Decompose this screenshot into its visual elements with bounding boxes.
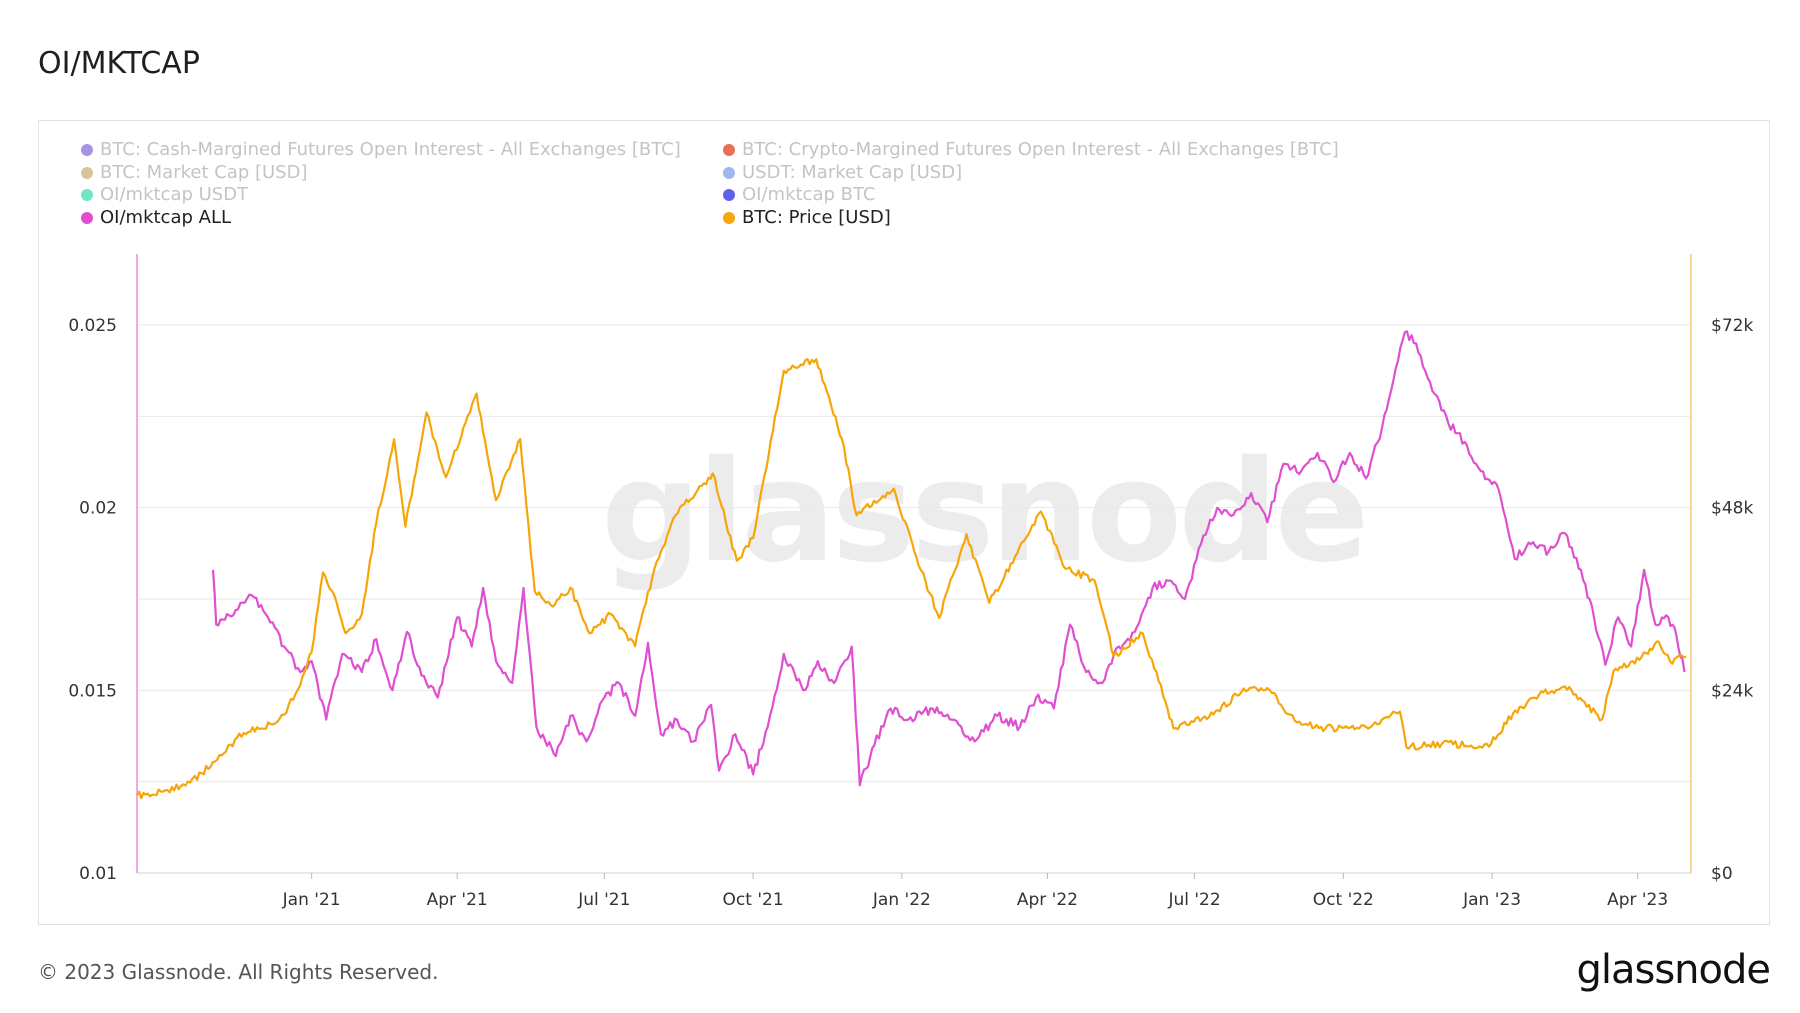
x-tick-label: Jan '23 [1462, 890, 1521, 910]
legend-color-dot [81, 189, 93, 201]
legend-label: BTC: Market Cap [USD] [100, 161, 308, 183]
y-left-tick-label: 0.01 [79, 864, 117, 884]
legend-item-usdt-market-cap-usd[interactable]: USDT: Market Cap [USD] [723, 162, 962, 184]
chart-legend: BTC: Cash-Margined Futures Open Interest… [81, 139, 1381, 235]
x-tick-label: Oct '21 [723, 890, 784, 910]
legend-item-btc-price-usd[interactable]: BTC: Price [USD] [723, 207, 891, 229]
legend-color-dot [723, 211, 735, 224]
chart-panel: BTC: Cash-Margined Futures Open Interest… [38, 120, 1770, 925]
legend-color-dot [81, 211, 93, 224]
legend-item-oi-mktcap-usdt[interactable]: OI/mktcap USDT [81, 184, 248, 206]
legend-item-btc-market-cap-usd[interactable]: BTC: Market Cap [USD] [81, 162, 308, 184]
legend-label: USDT: Market Cap [USD] [742, 161, 963, 183]
copyright-text: © 2023 Glassnode. All Rights Reserved. [38, 960, 439, 984]
legend-label: BTC: Cash-Margined Futures Open Interest… [100, 139, 681, 160]
x-tick-label: Jul '22 [1167, 890, 1220, 910]
series-line-oi-mktcap-all [211, 330, 1686, 787]
legend-color-dot [723, 166, 735, 179]
legend-item-btc-cash-margined-futures-open-interest-all-exchanges-btc[interactable]: BTC: Cash-Margined Futures Open Interest… [81, 139, 681, 161]
legend-label: BTC: Price [USD] [742, 206, 891, 228]
legend-label: OI/mktcap USDT [100, 184, 249, 205]
y-right-tick-label: $24k [1711, 681, 1753, 701]
x-tick-label: Apr '21 [427, 890, 488, 910]
legend-color-dot [81, 166, 93, 179]
x-tick-label: Jan '22 [872, 890, 931, 910]
legend-item-oi-mktcap-all[interactable]: OI/mktcap ALL [81, 207, 231, 229]
x-tick-label: Jan '21 [282, 890, 341, 910]
glassnode-logo: glassnode [1576, 947, 1771, 993]
legend-item-btc-crypto-margined-futures-open-interest-all-exchanges-btc[interactable]: BTC: Crypto-Margined Futures Open Intere… [723, 139, 1339, 161]
chart-plot: 0.01 0.015 0.02 0.025 $0 $24k $48k $72k Jan '21 A… [68, 254, 1753, 910]
y-right-tick-label: $72k [1711, 316, 1753, 336]
legend-item-oi-mktcap-btc[interactable]: OI/mktcap BTC [723, 184, 876, 206]
x-tick-label: Apr '23 [1607, 890, 1668, 910]
y-right-tick-label: $0 [1711, 864, 1733, 884]
y-right-tick-label: $48k [1711, 499, 1753, 519]
page-title: OI/MKTCAP [38, 46, 200, 81]
x-tick-label: Oct '22 [1313, 890, 1374, 910]
x-tick-label: Apr '22 [1017, 890, 1078, 910]
y-left-tick-label: 0.015 [68, 681, 117, 701]
legend-label: OI/mktcap ALL [100, 206, 232, 228]
legend-color-dot [81, 144, 93, 156]
legend-label: BTC: Crypto-Margined Futures Open Intere… [742, 139, 1339, 160]
legend-label: OI/mktcap BTC [742, 184, 876, 205]
series-line-btc-price [136, 358, 1687, 800]
y-left-tick-label: 0.02 [79, 499, 117, 519]
legend-color-dot [723, 189, 735, 201]
x-tick-label: Jul '21 [577, 890, 630, 910]
y-left-tick-label: 0.025 [68, 316, 117, 336]
legend-color-dot [723, 144, 735, 156]
